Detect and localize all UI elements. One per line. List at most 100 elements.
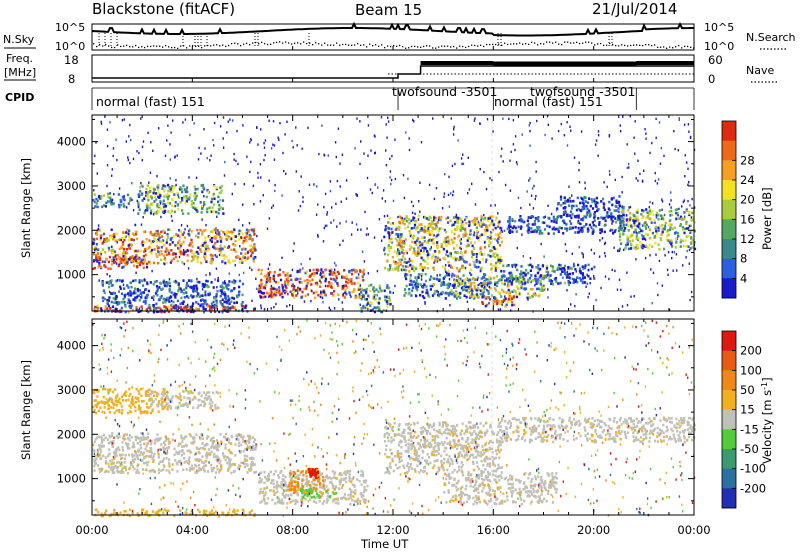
heatmap-speck <box>476 255 478 259</box>
heatmap-speck <box>586 273 588 277</box>
noise-search-mark <box>312 44 314 46</box>
heatmap-cell <box>618 195 621 198</box>
heatmap-cell <box>284 273 287 277</box>
heatmap-cell <box>408 248 411 251</box>
heatmap-speck <box>505 279 508 282</box>
heatmap-speck <box>118 290 120 293</box>
heatmap-speck <box>595 298 597 302</box>
heatmap-speck <box>614 269 616 273</box>
noise-left-tick-bottom: 10^0 <box>55 40 85 53</box>
heatmap-speck <box>345 220 347 223</box>
heatmap-cell <box>622 209 625 212</box>
heatmap-cell <box>497 233 500 237</box>
heatmap-cell <box>219 206 222 209</box>
heatmap-cell <box>415 226 418 230</box>
heatmap-speck <box>421 243 423 246</box>
heatmap-cell <box>260 278 263 282</box>
heatmap-speck <box>500 259 502 262</box>
heatmap-cell <box>636 245 639 249</box>
heatmap-cell <box>236 234 239 237</box>
heatmap-speck <box>93 260 95 263</box>
heatmap-cell <box>173 193 176 196</box>
heatmap-cell <box>576 196 579 200</box>
heatmap-cell <box>569 210 573 214</box>
heatmap-speck <box>310 299 312 303</box>
heatmap-speck <box>500 155 502 158</box>
heatmap-cell <box>98 257 101 261</box>
heatmap-cell <box>446 235 449 239</box>
noise-search-mark <box>522 43 524 45</box>
heatmap-cell <box>472 253 475 256</box>
heatmap-cell <box>97 265 100 269</box>
heatmap-cell <box>157 246 160 249</box>
heatmap-speck <box>483 241 486 244</box>
heatmap-cell <box>121 449 125 452</box>
heatmap-cell <box>689 231 692 234</box>
heatmap-cell <box>155 280 158 283</box>
heatmap-cell <box>620 228 623 232</box>
heatmap-speck <box>209 272 211 275</box>
noise-search-mark <box>108 45 110 47</box>
heatmap-speck <box>450 252 452 255</box>
noise-search-mark <box>609 42 611 45</box>
heatmap-speck <box>329 308 332 312</box>
heatmap-speck <box>686 161 688 164</box>
heatmap-cell <box>207 448 210 451</box>
heatmap-speck <box>335 202 337 206</box>
heatmap-cell <box>122 300 125 304</box>
heatmap-cell <box>583 276 586 279</box>
heatmap-speck <box>466 300 469 303</box>
heatmap-speck <box>359 120 361 123</box>
heatmap-cell <box>539 282 542 286</box>
heatmap-cell <box>588 197 591 200</box>
heatmap-speck <box>609 229 611 232</box>
heatmap-cell <box>144 288 148 291</box>
heatmap-speck <box>238 218 240 221</box>
heatmap-cell <box>126 471 130 475</box>
heatmap-speck <box>529 257 532 260</box>
heatmap-cell <box>105 257 108 261</box>
heatmap-speck <box>460 157 463 160</box>
heatmap-cell <box>519 227 523 230</box>
heatmap-cell <box>483 233 486 237</box>
heatmap-cell <box>503 282 506 286</box>
heatmap-cell <box>150 233 153 236</box>
heatmap-cell <box>174 200 177 204</box>
heatmap-cell <box>413 269 416 273</box>
heatmap-speck <box>649 254 651 257</box>
heatmap-cell <box>127 436 130 440</box>
heatmap-speck <box>468 188 471 191</box>
heatmap-speck <box>656 182 659 185</box>
heatmap-cell <box>96 205 99 209</box>
heatmap-speck <box>367 233 369 236</box>
heatmap-cell <box>556 266 559 270</box>
heatmap-speck <box>360 228 362 231</box>
heatmap-cell <box>187 458 190 461</box>
heatmap-cell <box>166 296 169 300</box>
heatmap-speck <box>414 282 417 285</box>
heatmap-cell <box>468 296 472 299</box>
heatmap-cell <box>531 295 534 298</box>
heatmap-cell <box>154 280 157 284</box>
heatmap-cell <box>201 190 204 194</box>
heatmap-cell <box>234 309 237 312</box>
noise-search-mark <box>351 44 353 46</box>
heatmap-cell <box>131 255 134 258</box>
heatmap-speck <box>123 118 125 121</box>
heatmap-cell <box>168 243 171 246</box>
heatmap-cell <box>411 286 415 289</box>
heatmap-cell <box>225 307 228 311</box>
heatmap-speck <box>428 183 431 187</box>
heatmap-cell <box>264 295 267 299</box>
heatmap-cell <box>185 286 188 290</box>
heatmap-cell <box>296 269 299 273</box>
heatmap-cell <box>140 432 143 435</box>
heatmap-cell <box>124 310 127 314</box>
heatmap-cell <box>156 255 159 258</box>
heatmap-cell <box>453 256 456 259</box>
heatmap-cell <box>181 212 185 215</box>
heatmap-cell <box>265 291 268 295</box>
heatmap-cell <box>158 448 161 451</box>
heatmap-cell <box>560 215 563 219</box>
heatmap-cell <box>560 203 563 207</box>
